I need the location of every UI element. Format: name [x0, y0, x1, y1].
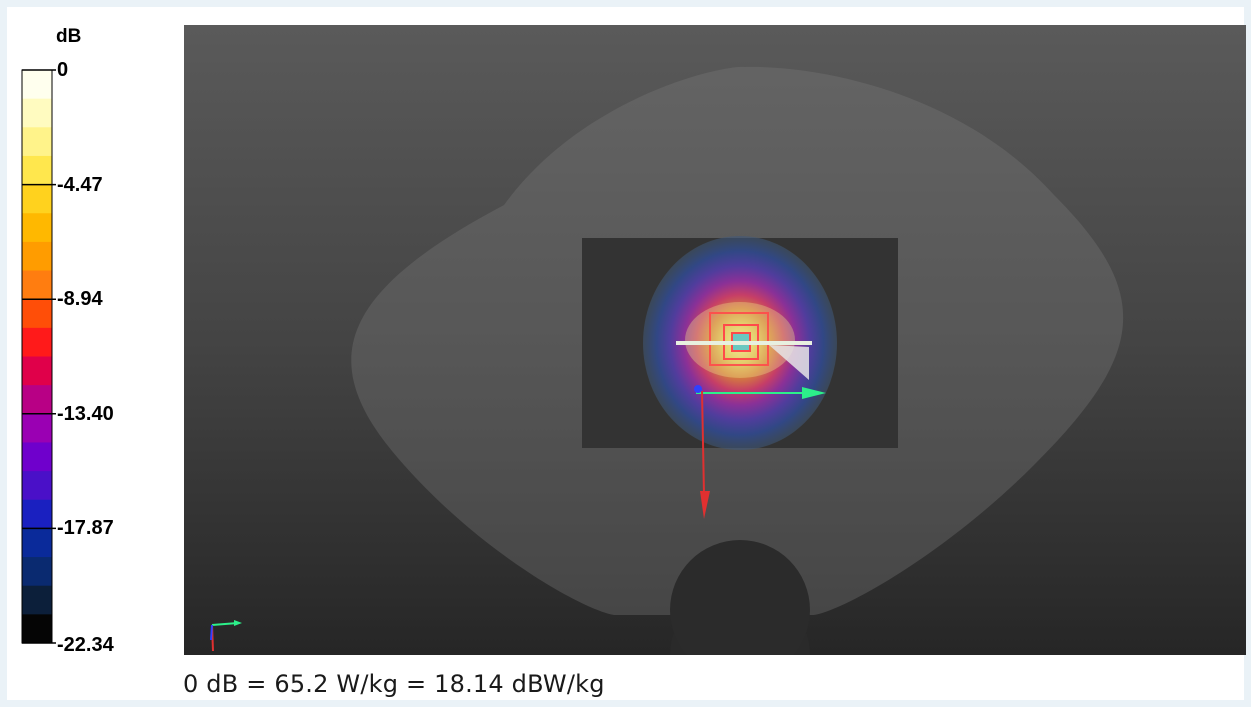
scale-tick-label: -13.40 — [57, 402, 114, 425]
3d-viewport[interactable] — [184, 25, 1246, 655]
scale-color-segment — [22, 299, 52, 329]
scale-tick-label: 0 — [57, 59, 69, 81]
reference-caption: 0 dB = 65.2 W/kg = 18.14 dBW/kg — [183, 670, 605, 698]
axis-y-arrow — [700, 491, 710, 519]
scan-grid-outer — [709, 312, 769, 366]
scale-color-segment — [22, 127, 52, 157]
scale-unit-label: dB — [56, 26, 82, 47]
phantom-cutout-disc — [670, 540, 810, 655]
gizmo-z — [210, 624, 213, 641]
scale-color-segment — [22, 499, 52, 529]
scale-color-segment — [22, 585, 52, 615]
viewport-scene — [210, 66, 1124, 655]
scale-color-segment — [22, 98, 52, 128]
gizmo-x — [211, 622, 239, 626]
gizmo-x-arrow — [234, 620, 242, 626]
axis-x-arrow — [802, 387, 826, 399]
axis-y — [701, 390, 705, 496]
scale-color-segment — [22, 614, 52, 644]
scale-color-segment — [22, 184, 52, 214]
scale-tick-label: -8.94 — [57, 288, 103, 311]
scale-color-segment — [22, 155, 52, 186]
probe-wedge — [769, 345, 809, 380]
scale-color-segment — [22, 413, 52, 443]
axis-origin — [694, 385, 702, 393]
scale-color-segment — [22, 270, 52, 300]
scale-color-segment — [22, 356, 52, 386]
scale-tick-label: -22.34 — [57, 634, 114, 656]
scale-color-segment — [22, 471, 52, 501]
scale-color-segment — [22, 528, 52, 558]
scale-color-segment — [22, 241, 52, 272]
scale-color-segment — [22, 70, 52, 100]
scale-color-segment — [22, 327, 52, 357]
scale-color-segment — [22, 442, 52, 472]
scale-color-segment — [22, 557, 52, 587]
color-scale-bar — [21, 69, 56, 644]
scale-tick-label: -17.87 — [57, 517, 114, 540]
scale-tick-label: -4.47 — [57, 173, 103, 196]
scale-color-segment — [22, 385, 52, 415]
scale-color-segment — [22, 213, 52, 243]
